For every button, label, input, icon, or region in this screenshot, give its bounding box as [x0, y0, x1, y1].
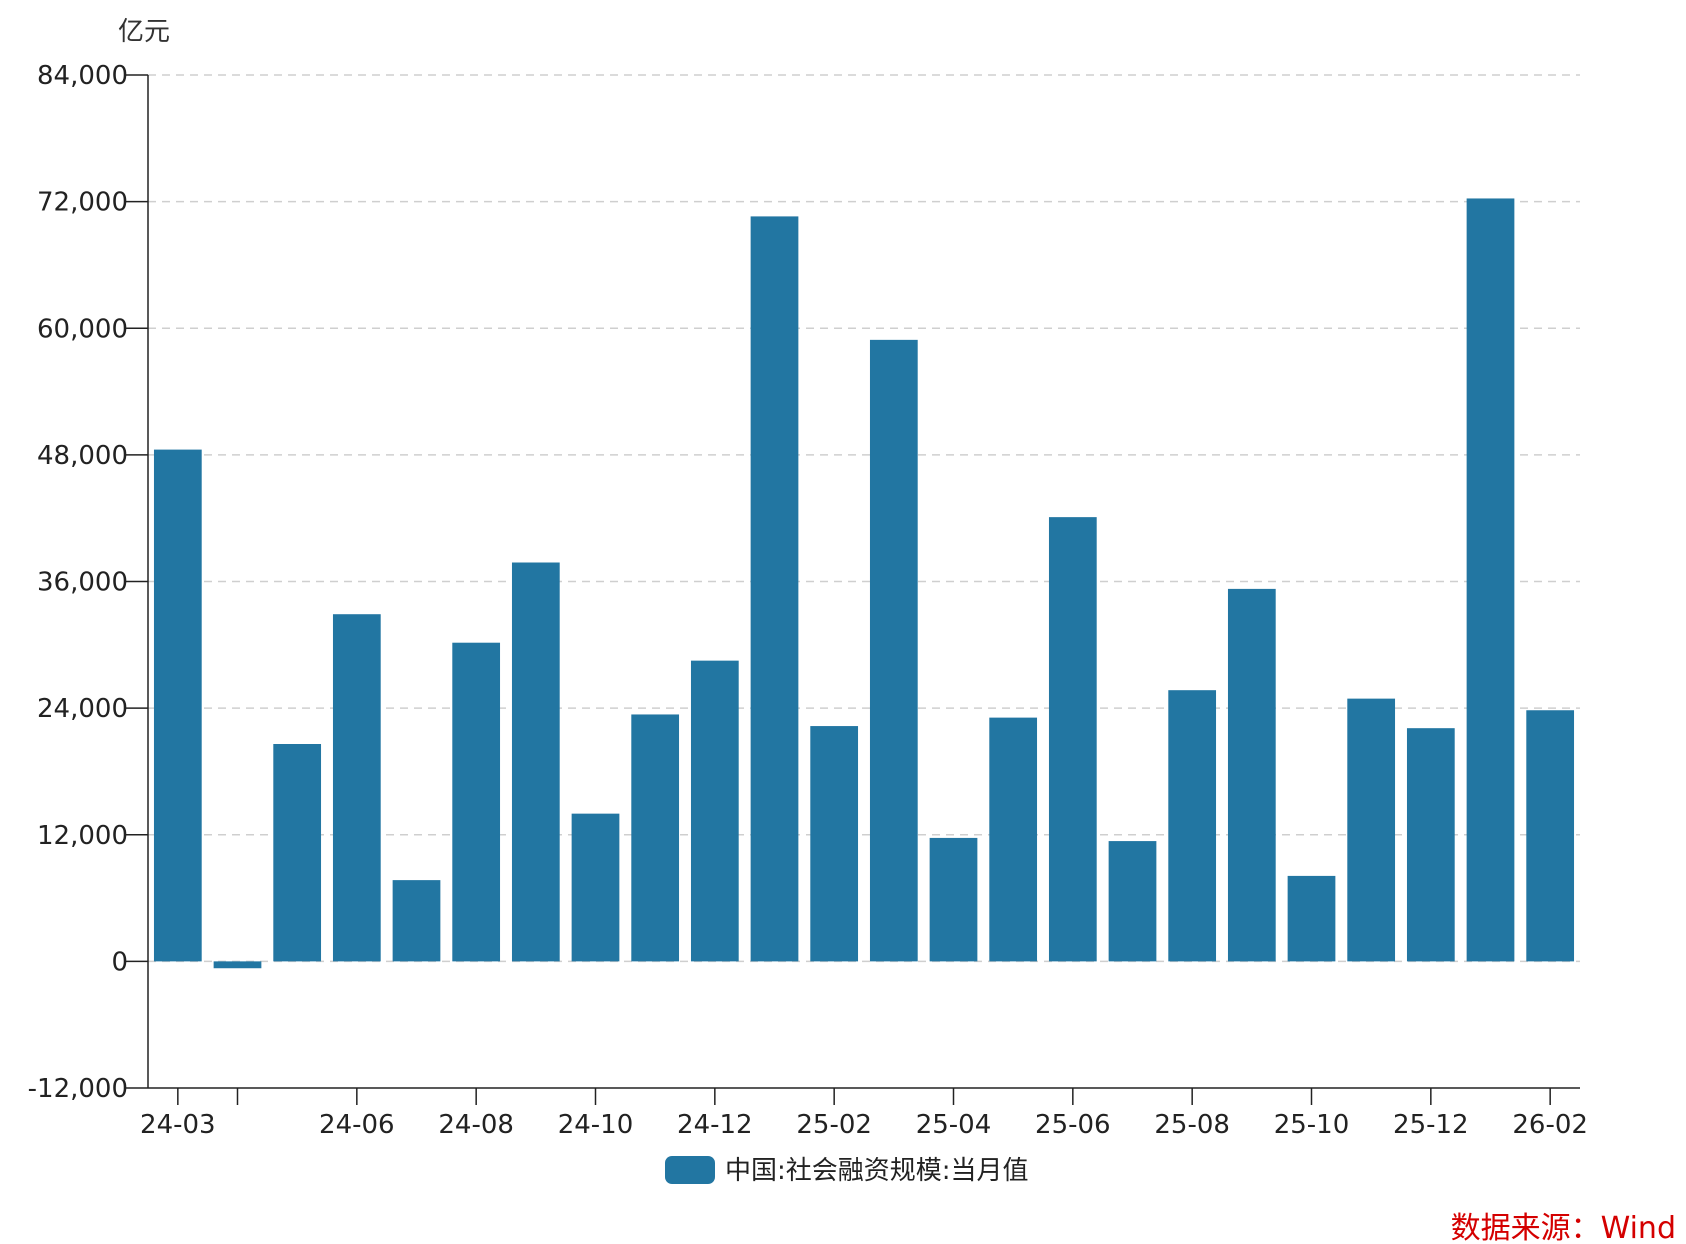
bar — [1406, 728, 1455, 962]
bar — [1287, 875, 1336, 962]
bar — [1048, 517, 1097, 962]
bar — [1526, 710, 1575, 962]
bar — [750, 216, 799, 962]
bar — [1227, 588, 1276, 962]
x-tick-label: 25-10 — [1274, 1110, 1350, 1140]
legend-swatch — [665, 1156, 715, 1184]
y-tick-label: -12,000 — [28, 1074, 128, 1104]
bar — [213, 961, 262, 969]
y-tick-label: 72,000 — [37, 188, 128, 218]
legend-label: 中国:社会融资规模:当月值 — [725, 1156, 1029, 1186]
bar — [869, 339, 918, 962]
bar — [690, 660, 739, 962]
bar — [1347, 698, 1396, 962]
x-tick-label: 25-08 — [1154, 1110, 1230, 1140]
gridlines — [148, 74, 1580, 963]
x-tick-label: 24-08 — [438, 1110, 514, 1140]
bar — [332, 614, 381, 962]
bar — [1108, 841, 1157, 962]
y-tick-label: 36,000 — [37, 568, 128, 598]
x-tick-label: 25-04 — [916, 1110, 992, 1140]
y-tick-label: 60,000 — [37, 314, 128, 344]
y-axis-unit-label: 亿元 — [118, 17, 170, 47]
legend: 中国:社会融资规模:当月值 — [665, 1156, 1029, 1186]
bar — [631, 714, 680, 962]
x-tick-label: 24-12 — [677, 1110, 753, 1140]
x-tick-label: 24-10 — [558, 1110, 634, 1140]
x-tick-label: 25-02 — [796, 1110, 872, 1140]
bar — [571, 813, 620, 962]
y-tick-label: 48,000 — [37, 441, 128, 471]
y-tick-label: 12,000 — [37, 821, 128, 851]
x-tick-label: 24-06 — [319, 1110, 395, 1140]
bar — [1168, 690, 1217, 962]
y-axis-ticks: -12,000 0 12,000 24,000 36,000 48,000 60,000 72… — [28, 61, 148, 1104]
bar-series — [153, 198, 1575, 969]
x-tick-label: 25-06 — [1035, 1110, 1111, 1140]
bar — [1466, 198, 1515, 962]
bar — [810, 726, 859, 962]
bar — [153, 449, 202, 962]
x-tick-label: 25-12 — [1393, 1110, 1469, 1140]
y-tick-label: 84,000 — [37, 61, 128, 91]
bar — [929, 837, 978, 962]
x-tick-label: 24-03 — [140, 1110, 216, 1140]
bar — [273, 744, 322, 962]
source-label: 数据来源：Wind — [1451, 1211, 1676, 1244]
bar — [511, 562, 560, 962]
x-tick-label: 26-02 — [1512, 1110, 1588, 1140]
x-axis-ticks: 24-03 24-06 24-08 24-10 24-12 25-02 25-04 25-06… — [140, 1088, 1588, 1140]
y-tick-label: 0 — [111, 947, 128, 977]
y-tick-label: 24,000 — [37, 694, 128, 724]
bar — [989, 717, 1038, 962]
bar — [452, 642, 501, 962]
bar — [392, 880, 441, 962]
